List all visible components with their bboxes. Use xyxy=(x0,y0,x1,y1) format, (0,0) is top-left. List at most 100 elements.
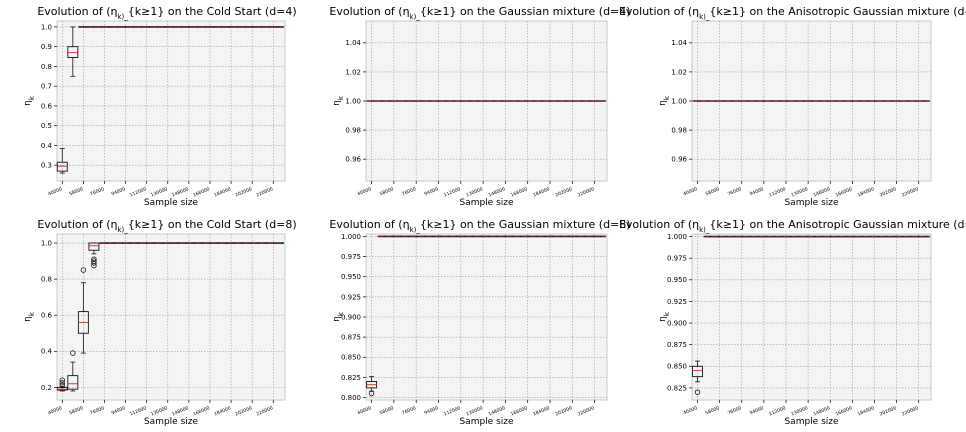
y-tick-label: 0.850 xyxy=(341,354,361,362)
x-tick-label: 94000 xyxy=(749,405,765,416)
x-tick-label: 40000 xyxy=(47,186,63,197)
x-tick-label: 148000 xyxy=(488,405,507,417)
box-iqr xyxy=(88,242,100,251)
x-tick-label: 112000 xyxy=(443,405,462,417)
chart-panel-4: 0.2 0.4 0.6 0.8 1.0 40000 58000 76000 94000 11200… xyxy=(23,218,297,427)
x-tick-label: 130000 xyxy=(465,405,484,417)
x-tick-label: 40000 xyxy=(682,405,698,416)
x-tick-label: 202000 xyxy=(879,405,898,417)
x-tick-label: 184000 xyxy=(532,186,551,198)
chart-title: Evolution of (ηk)_{k≥1} on the Gaussian … xyxy=(329,218,630,234)
box-flier xyxy=(80,267,87,273)
box-plot xyxy=(366,376,378,397)
x-tick-label: 112000 xyxy=(129,405,148,417)
chart-panel-1: 0.3 0.4 0.5 0.6 0.7 0.8 0.9 1.0 40000 58000 76000 9… xyxy=(23,5,297,208)
y-tick-label: 0.4 xyxy=(41,348,53,356)
x-axis-label: Sample size xyxy=(784,198,839,208)
y-tick-label: 0.96 xyxy=(671,156,687,164)
box-plot xyxy=(77,267,89,354)
chart-title: Evolution of (ηk)_{k≥1} on the Anisotrop… xyxy=(619,218,966,234)
box-plot xyxy=(67,26,79,77)
y-tick-label: 0.850 xyxy=(667,363,687,371)
y-tick-label: 0.3 xyxy=(41,162,52,170)
y-tick-label: 0.98 xyxy=(671,126,687,134)
x-tick-label: 166000 xyxy=(835,405,854,417)
y-tick-label: 1.00 xyxy=(345,97,361,105)
chart-panel-2: 0.96 0.98 1.00 1.02 1.04 40000 58000 76000 94000… xyxy=(329,5,630,208)
x-tick-label: 94000 xyxy=(111,405,127,416)
y-tick-label: 1.0 xyxy=(41,23,52,31)
x-tick-label: 130000 xyxy=(790,186,809,198)
y-tick-label: 1.04 xyxy=(345,39,361,47)
y-tick-label: 0.975 xyxy=(667,255,687,263)
x-tick-label: 184000 xyxy=(213,405,232,417)
box-iqr xyxy=(692,365,703,378)
x-tick-label: 184000 xyxy=(857,405,876,417)
y-tick-label: 0.8 xyxy=(41,63,52,71)
x-tick-label: 112000 xyxy=(129,186,148,198)
x-tick-label: 76000 xyxy=(727,186,743,197)
box-flier xyxy=(59,377,65,383)
x-tick-label: 76000 xyxy=(727,405,743,416)
x-tick-label: 58000 xyxy=(705,186,721,197)
x-tick-label: 58000 xyxy=(68,405,84,416)
x-tick-label: 58000 xyxy=(379,186,395,197)
x-axis-label: Sample size xyxy=(459,198,514,208)
x-tick-label: 220000 xyxy=(577,405,596,417)
y-tick-label: 0.6 xyxy=(41,102,53,110)
x-tick-label: 220000 xyxy=(256,405,275,417)
y-tick-label: 0.96 xyxy=(345,156,361,164)
box-flier xyxy=(91,256,97,262)
chart-title: Evolution of (ηk)_{k≥1} on the Cold Star… xyxy=(37,5,296,21)
x-axis-label: Sample size xyxy=(144,198,199,208)
x-tick-label: 202000 xyxy=(555,405,574,417)
y-tick-label: 0.8 xyxy=(41,276,52,284)
x-tick-label: 220000 xyxy=(577,186,596,198)
x-tick-label: 202000 xyxy=(234,186,253,198)
plot-area xyxy=(691,233,932,401)
chart-title: Evolution of (ηk)_{k≥1} on the Gaussian … xyxy=(329,5,630,21)
x-tick-label: 148000 xyxy=(812,405,831,417)
x-tick-label: 184000 xyxy=(532,405,551,417)
y-tick-label: 0.7 xyxy=(41,83,52,91)
box-flier xyxy=(368,390,375,397)
box-plot xyxy=(67,350,79,392)
y-tick-label: 0.800 xyxy=(341,394,361,402)
y-tick-label: 1.02 xyxy=(671,68,687,76)
x-tick-label: 148000 xyxy=(488,186,507,198)
x-tick-label: 76000 xyxy=(89,186,105,197)
x-tick-label: 148000 xyxy=(812,186,831,198)
box-iqr xyxy=(67,375,79,390)
plot-area xyxy=(56,233,286,401)
y-axis-label: ηk xyxy=(658,95,671,106)
x-tick-label: 112000 xyxy=(768,405,787,417)
box-flier xyxy=(694,389,701,395)
x-tick-label: 112000 xyxy=(768,186,787,198)
y-tick-label: 1.00 xyxy=(671,97,687,105)
x-tick-label: 40000 xyxy=(357,405,373,416)
box-flier xyxy=(59,382,65,389)
x-tick-label: 166000 xyxy=(192,186,211,198)
y-tick-label: 0.875 xyxy=(667,341,687,349)
x-tick-label: 202000 xyxy=(555,186,574,198)
y-tick-label: 0.98 xyxy=(345,126,361,134)
y-tick-label: 0.6 xyxy=(41,312,53,320)
x-tick-label: 166000 xyxy=(835,186,854,198)
box-plot xyxy=(88,242,100,269)
x-tick-label: 166000 xyxy=(510,405,529,417)
x-tick-label: 130000 xyxy=(465,186,484,198)
y-tick-label: 0.875 xyxy=(341,334,361,342)
y-tick-label: 1.000 xyxy=(667,233,687,241)
x-tick-label: 220000 xyxy=(901,405,920,417)
x-tick-label: 58000 xyxy=(705,405,721,416)
y-tick-label: 0.925 xyxy=(667,298,687,306)
x-tick-label: 76000 xyxy=(401,405,417,416)
y-axis-label: ηk xyxy=(23,95,36,106)
box-plot xyxy=(692,360,703,395)
box-flier xyxy=(70,350,76,356)
chart-title: Evolution of (ηk)_{k≥1} on the Cold Star… xyxy=(37,218,296,234)
x-axis-label: Sample size xyxy=(459,417,514,427)
y-tick-label: 0.4 xyxy=(41,142,53,150)
x-tick-label: 166000 xyxy=(510,186,529,198)
y-tick-label: 0.825 xyxy=(341,374,361,382)
